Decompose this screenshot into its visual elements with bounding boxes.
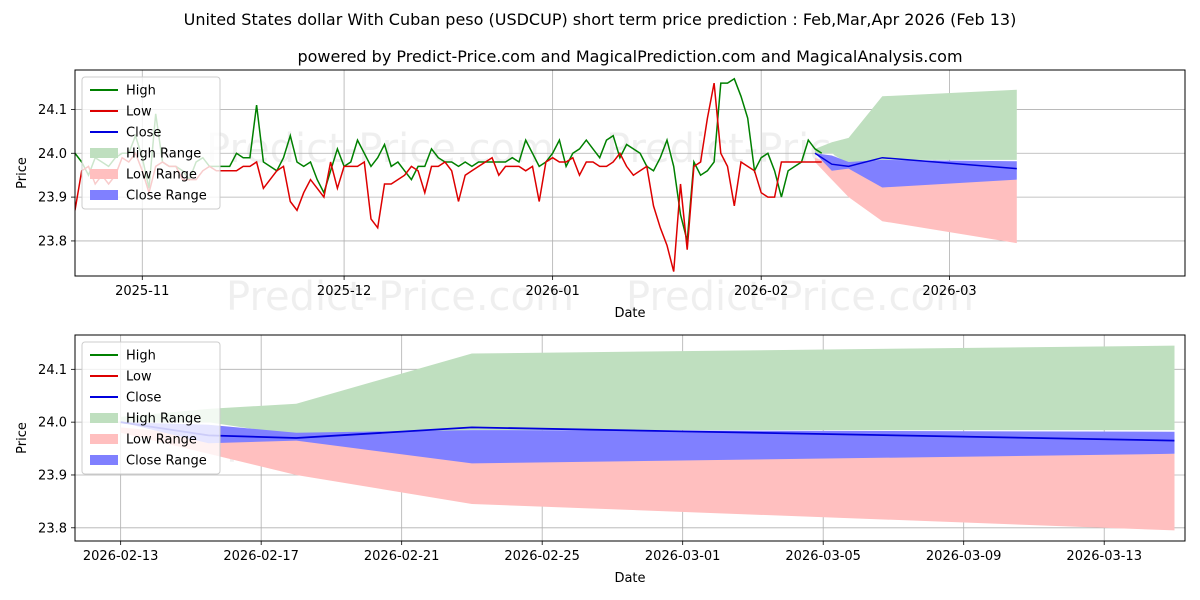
- watermark-text: Predict-Price.com: [226, 274, 574, 320]
- x-tick-label: 2026-02-13: [83, 549, 159, 564]
- legend-label: High: [126, 349, 156, 364]
- y-tick-label: 24.0: [38, 147, 67, 162]
- legend-swatch-patch: [90, 455, 118, 465]
- legend-swatch-patch: [90, 434, 118, 444]
- bottom-legend: High Low Close High Range Low Range Close Ran…: [81, 341, 221, 475]
- legend-label: High Range: [126, 147, 201, 162]
- bottom-ticks: 2026-02-13 2026-02-17 2026-02-21 2026-02-25…: [38, 363, 1142, 564]
- x-tick-label: 2026-03-05: [785, 549, 861, 564]
- x-tick-label: 2026-01: [525, 284, 579, 299]
- x-tick-label: 2026-02-17: [223, 549, 299, 564]
- watermark-text: Predict-Price.com: [626, 274, 974, 320]
- y-tick-label: 23.8: [38, 234, 67, 249]
- x-tick-label: 2026-03-13: [1066, 549, 1142, 564]
- top-grid: [75, 70, 1185, 276]
- y-tick-label: 24.0: [38, 416, 67, 431]
- legend-label: Close Range: [126, 454, 207, 469]
- bottom-panel: Predict-Price.com Predict-Price.com 2026…: [15, 334, 1186, 586]
- bottom-x-axis-label: Date: [614, 571, 645, 586]
- y-tick-label: 23.9: [38, 191, 67, 206]
- legend-label: Close: [126, 126, 161, 141]
- legend-label: Close: [126, 391, 161, 406]
- legend-label: Close Range: [126, 189, 207, 204]
- x-tick-label: 2026-02-21: [364, 549, 440, 564]
- top-axes-frame: [74, 69, 1186, 277]
- bottom-axes-frame: [74, 334, 1186, 542]
- watermark-text: Predict-Price.com: [206, 126, 554, 172]
- close-forecast-line: [814, 152, 1017, 170]
- legend-swatch-patch: [90, 413, 118, 423]
- top-panel: Predict-Price.com Predict-Price.com Pred…: [15, 69, 1186, 321]
- high-range-band: [815, 89, 1017, 165]
- legend-swatch-patch: [90, 148, 118, 158]
- legend-swatch-patch: [90, 169, 118, 179]
- legend-label: Low: [126, 370, 152, 385]
- top-x-axis-label: Date: [614, 306, 645, 321]
- chart-title: United States dollar With Cuban peso (US…: [184, 10, 1017, 29]
- y-tick-label: 23.9: [38, 468, 67, 483]
- y-tick-label: 23.8: [38, 521, 67, 536]
- top-legend: High Low Close High Range Low Range Close Ran…: [81, 76, 221, 210]
- high-range-band: [120, 345, 1175, 436]
- x-tick-label: 2026-03-09: [926, 549, 1002, 564]
- legend-label: High Range: [126, 412, 201, 427]
- bottom-y-axis-label: Price: [15, 422, 30, 454]
- legend-label: Low Range: [126, 168, 197, 183]
- x-tick-label: 2026-02: [734, 284, 788, 299]
- x-tick-label: 2025-12: [317, 284, 371, 299]
- top-y-axis-label: Price: [15, 157, 30, 189]
- legend-label: High: [126, 84, 156, 99]
- legend-label: Low: [126, 105, 152, 120]
- x-tick-label: 2026-02-25: [504, 549, 580, 564]
- legend-swatch-patch: [90, 190, 118, 200]
- legend-label: Low Range: [126, 433, 197, 448]
- x-tick-label: 2026-03: [922, 284, 976, 299]
- y-tick-label: 24.1: [38, 363, 67, 378]
- x-tick-label: 2025-11: [115, 284, 169, 299]
- chart-subtitle: powered by Predict-Price.com and Magical…: [297, 47, 962, 66]
- top-ticks: 2025-11 2025-12 2026-01 2026-02 2026-03 23.8 2…: [38, 103, 977, 299]
- y-tick-label: 24.1: [38, 103, 67, 118]
- x-tick-label: 2026-03-01: [645, 549, 721, 564]
